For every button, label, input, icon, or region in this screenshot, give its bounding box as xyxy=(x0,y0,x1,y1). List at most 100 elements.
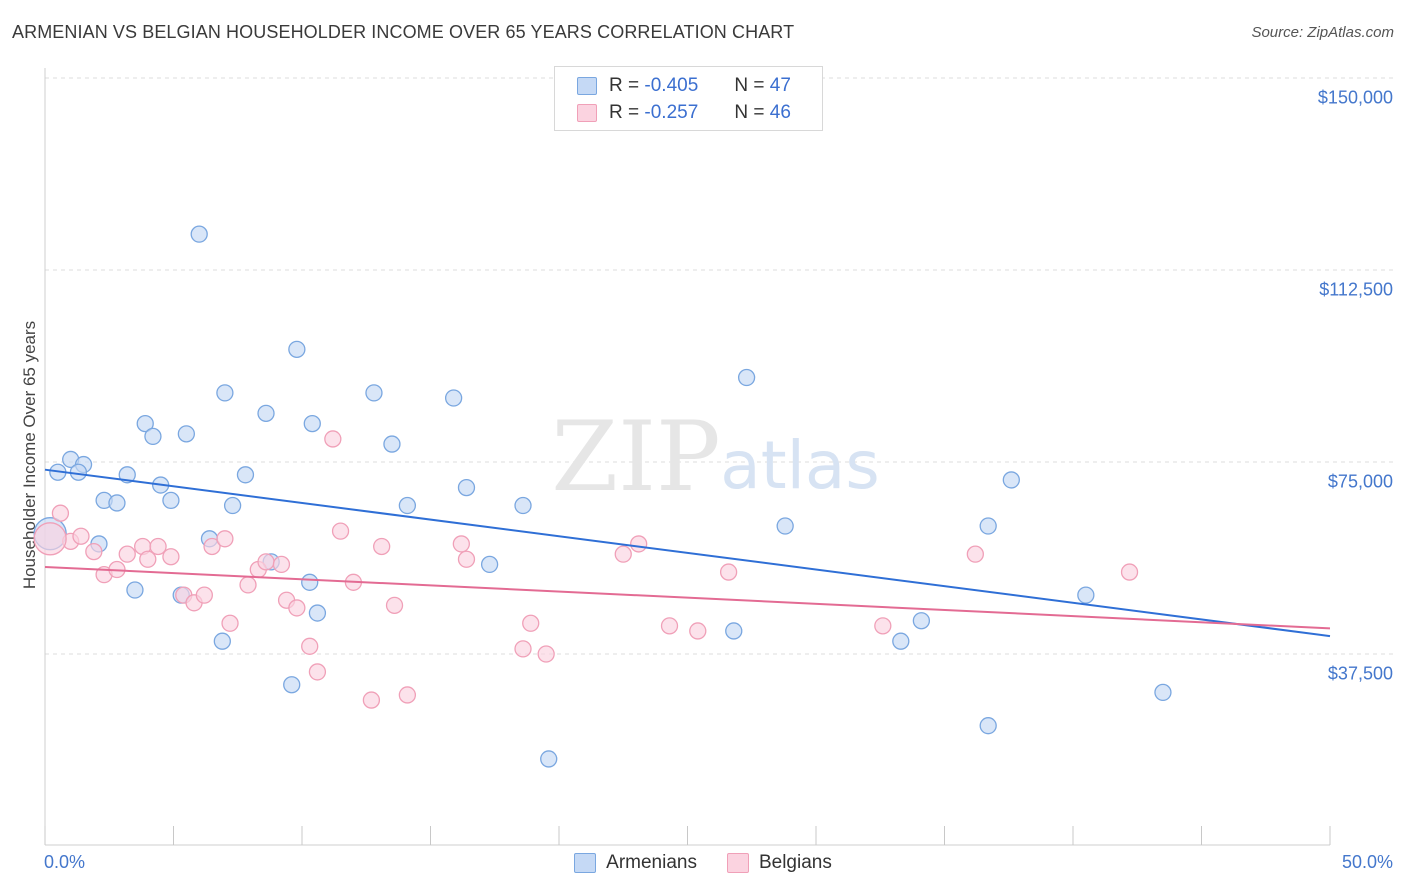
armenian-point xyxy=(383,435,401,453)
belgian-point xyxy=(51,504,70,522)
belgian-point xyxy=(966,545,984,563)
legend-label-armenians: Armenians xyxy=(606,852,697,873)
trend-line-belgians xyxy=(44,565,1331,630)
x-tick-min: 0.0% xyxy=(44,852,86,872)
armenian-point xyxy=(979,517,997,535)
legend-swatch-belgians xyxy=(577,104,597,122)
armenian-point xyxy=(144,427,162,446)
armenian-point xyxy=(223,496,242,515)
y-tick-label: $75,000 xyxy=(1327,471,1393,492)
armenian-point xyxy=(136,414,154,433)
armenian-point xyxy=(308,604,327,622)
armenian-point xyxy=(892,632,910,650)
legend-row-armenians: R = -0.405 N = 47 xyxy=(577,75,791,97)
belgian-point xyxy=(216,530,234,548)
belgian-point xyxy=(385,596,404,615)
x-tick-max: 50.0% xyxy=(1341,852,1393,872)
legend-r-label: R = xyxy=(609,75,640,96)
legend-r-value: -0.405 xyxy=(644,75,699,96)
belgian-point xyxy=(537,645,555,663)
belgian-point xyxy=(689,622,707,640)
armenian-point xyxy=(480,555,499,574)
armenian-point xyxy=(257,404,275,423)
belgian-point xyxy=(272,555,291,574)
belgian-point xyxy=(719,563,738,581)
belgian-point xyxy=(362,691,381,709)
legend-n-label: N = xyxy=(734,75,765,96)
chart-title: ARMENIAN VS BELGIAN HOUSEHOLDER INCOME O… xyxy=(12,22,795,42)
belgian-point xyxy=(660,617,679,635)
armenian-point xyxy=(283,676,301,694)
belgian-point xyxy=(221,614,239,632)
armenian-point xyxy=(301,573,319,591)
watermark: ZIP atlas xyxy=(551,401,879,513)
belgian-point xyxy=(308,663,327,681)
belgian-point xyxy=(118,545,136,563)
armenian-point xyxy=(457,478,476,497)
belgian-point xyxy=(149,537,167,556)
series-belgians xyxy=(33,430,1139,709)
belgian-point xyxy=(398,686,417,704)
legend-swatch-armenians xyxy=(574,853,597,873)
armenian-point xyxy=(162,491,180,510)
armenian-point xyxy=(216,384,234,402)
legend-swatch-belgians xyxy=(726,853,749,873)
grid-lines xyxy=(45,77,1395,655)
legend-n-label: N = xyxy=(734,102,765,123)
armenian-point xyxy=(1002,471,1020,489)
watermark-zip: ZIP xyxy=(551,401,720,513)
belgian-point xyxy=(239,576,257,594)
belgian-point xyxy=(1120,563,1139,581)
armenian-point xyxy=(1077,586,1095,604)
armenian-point xyxy=(288,340,306,359)
armenian-point xyxy=(725,622,743,640)
belgian-point xyxy=(514,640,532,658)
watermark-atlas: atlas xyxy=(720,427,880,504)
belgian-point xyxy=(195,586,213,604)
legend-n-value: 46 xyxy=(769,102,791,123)
legend-r-label: R = xyxy=(609,102,640,123)
belgian-point xyxy=(874,617,892,635)
armenian-point xyxy=(303,414,321,433)
armenian-point xyxy=(1154,683,1172,702)
trend-lines xyxy=(44,468,1331,638)
armenian-point xyxy=(108,494,126,512)
series-legend: Armenians Belgians xyxy=(0,852,1406,874)
series-armenians xyxy=(33,225,1172,768)
armenian-point xyxy=(912,612,931,630)
armenian-point xyxy=(365,384,383,402)
belgian-point xyxy=(331,522,350,540)
legend-swatch-armenians xyxy=(577,77,597,95)
belgian-point xyxy=(85,542,103,561)
belgian-point xyxy=(630,535,648,553)
armenian-point xyxy=(737,368,756,387)
armenian-point xyxy=(444,389,463,407)
y-tick-label: $37,500 xyxy=(1327,663,1393,684)
legend-label-belgians: Belgians xyxy=(758,852,832,873)
belgian-point xyxy=(203,537,221,556)
armenian-point xyxy=(69,463,88,481)
belgian-point xyxy=(139,550,157,568)
stats-legend: R = -0.405 N = 47 R = -0.257 N = 46 xyxy=(554,66,823,131)
armenian-point xyxy=(540,750,558,768)
belgian-point xyxy=(614,545,632,563)
belgian-point xyxy=(522,614,540,632)
trend-line-armenians xyxy=(44,468,1331,638)
armenian-point xyxy=(190,225,208,243)
armenian-point xyxy=(398,496,417,515)
y-tick-label: $112,500 xyxy=(1319,279,1393,300)
legend-item-belgians[interactable]: Belgians xyxy=(726,852,832,874)
belgian-point xyxy=(288,599,306,617)
y-tick-label: $150,000 xyxy=(1317,87,1393,108)
axes xyxy=(44,68,1331,846)
legend-r-value: -0.257 xyxy=(644,102,699,123)
armenian-point xyxy=(213,632,231,650)
belgian-point xyxy=(452,535,470,553)
armenian-point xyxy=(236,466,255,484)
belgian-point xyxy=(301,637,319,655)
armenian-point xyxy=(177,425,196,443)
belgian-point xyxy=(457,550,476,568)
legend-item-armenians[interactable]: Armenians xyxy=(574,852,697,874)
legend-n-value: 47 xyxy=(769,75,791,96)
